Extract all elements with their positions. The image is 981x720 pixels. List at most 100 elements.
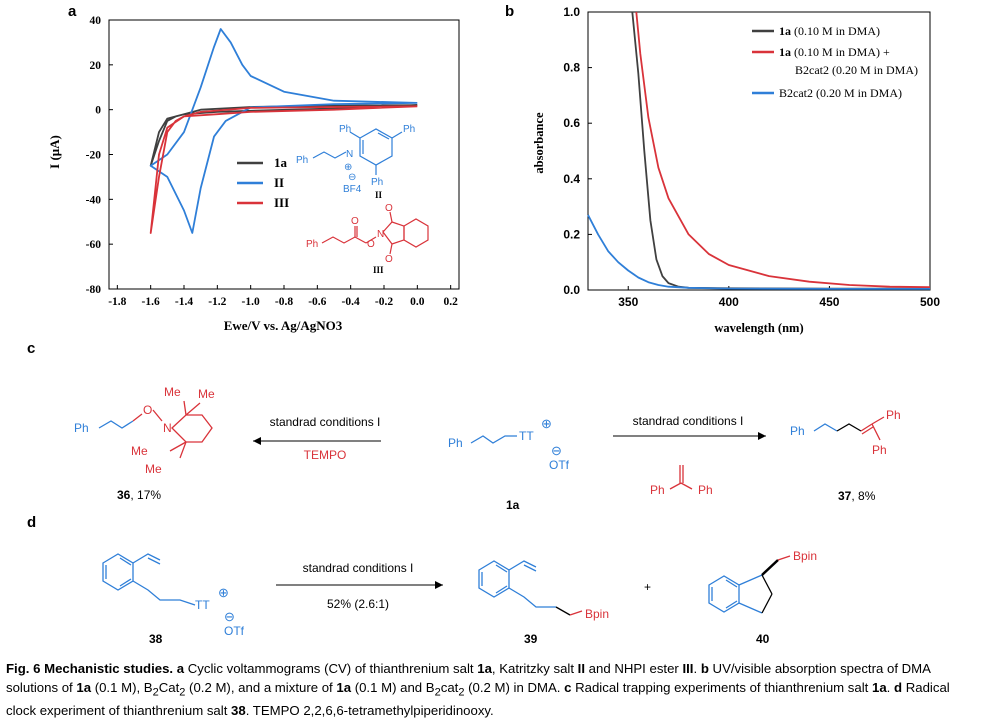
y-tick-label: -20 [86, 150, 102, 162]
right-arrow-head [758, 432, 766, 440]
struct-III-o-1: O [351, 216, 359, 227]
uv-legend-label-2-line2: B2cat2 (0.20 M in DMA) [795, 63, 918, 77]
y-tick-label: -40 [86, 194, 102, 206]
y-tick-label: 0.6 [563, 116, 580, 130]
p36-n: N [163, 421, 172, 435]
cv-legend-label-III: III [274, 195, 289, 210]
x-tick-label: -1.4 [175, 296, 193, 308]
series-line-2 [149, 105, 418, 234]
caption-subscript: 2 [434, 686, 441, 699]
p37-label: 37, 8% [838, 489, 876, 503]
x-tick-label: -1.2 [208, 296, 226, 308]
p39-bpin: Bpin [585, 607, 609, 621]
p36-me-3: Me [131, 444, 148, 458]
left-arrow-bottom-text: TEMPO [304, 448, 347, 462]
caption-text: (0.2 M) in DMA. [464, 679, 565, 695]
caption-fig-title: Fig. 6 Mechanistic studies. [6, 661, 174, 676]
struct-II-ph-4: Ph [371, 177, 383, 188]
caption-text: Cyclic voltammograms (CV) of thianthreni… [184, 661, 478, 676]
p40-bpin: Bpin [793, 549, 817, 563]
struct-II-ph-1: Ph [339, 124, 351, 135]
p37-ph-1: Ph [790, 424, 805, 438]
caption-text: (0.1 M) and B [351, 679, 435, 695]
p36-ph: Ph [74, 421, 89, 435]
panel-label-a: a [68, 3, 77, 20]
product-40: Bpin [708, 549, 817, 614]
caption-text: . TEMPO 2,2,6,6-tetramethylpiperidinooxy… [245, 702, 494, 718]
struct-III-o-2: O [367, 239, 375, 250]
caption-text: and NHPI ester [585, 661, 683, 676]
caption-text: Radical trapping experiments of thianthr… [571, 679, 872, 695]
sm38-label: 38 [149, 632, 163, 646]
caption-subscript: 2 [179, 686, 186, 699]
caption-subscript: 2 [152, 686, 159, 699]
x-tick-label: -0.2 [375, 296, 393, 308]
caption-compound: II [577, 661, 585, 676]
structure-nhpi-ester: Ph O O N O O III [306, 203, 429, 275]
struct-III-o-3: O [385, 203, 393, 214]
struct-II-label: II [375, 190, 383, 200]
caption-text: Radical clock experiment of thianthreniu… [6, 679, 950, 718]
p36-o: O [143, 403, 152, 417]
struct-II-bf4-minus: ⊖ [348, 172, 356, 183]
cv-legend-label-II: II [274, 175, 284, 190]
caption-text: cat [440, 679, 459, 695]
caption-label-c: c [564, 679, 572, 695]
panel-label-d: d [27, 514, 36, 531]
x-tick-label: 500 [920, 295, 940, 309]
p36-me-2: Me [198, 387, 215, 401]
series-line-2 [587, 214, 930, 290]
caption-compound: 1a [872, 679, 887, 695]
caption-text: . [693, 661, 701, 676]
caption-subscript: 2 [458, 686, 465, 699]
cv-x-axis-label-text: Ewe/V vs. Ag/AgNO3 [224, 318, 343, 333]
uv-vis-chart: 350 400 450 500 1.0 0.8 0.6 0.4 0.2 0.0 waveleng… [532, 5, 940, 335]
cv-chart: -1.8 -1.6 -1.4 -1.2 -1.0 -0.8 -0.6 -0.4 -0.2 0.0 0… [47, 15, 460, 333]
panel-c-scheme: Ph O N Me Me Me Me 36, 17% standrad cond… [74, 385, 901, 512]
uv-x-ticks: 350 400 450 500 [618, 286, 940, 309]
p40-label: 40 [756, 632, 770, 646]
x-tick-label: -1.6 [142, 296, 160, 308]
x-tick-label: -0.4 [342, 296, 360, 308]
sm-1a-label: 1a [506, 498, 520, 512]
x-tick-label: -1.8 [108, 296, 126, 308]
sm-minus: ⊖ [551, 443, 562, 458]
starting-material-1a: Ph TT ⊕ ⊖ OTf [448, 416, 570, 472]
sm38-plus: ⊕ [218, 585, 229, 600]
uv-legend: 1a (0.10 M in DMA) 1a (0.10 M in DMA) + … [752, 24, 918, 100]
caption-text: (0.1 M), B [91, 679, 153, 695]
sm-plus: ⊕ [541, 416, 552, 431]
caption-compound: 1a [477, 661, 492, 676]
struct-III-ph: Ph [306, 239, 318, 250]
sm38-otf: OTf [224, 624, 245, 638]
y-tick-label: 0.0 [563, 283, 580, 297]
uv-legend-label-2: 1a (0.10 M in DMA) + [779, 45, 890, 59]
caption-compound: 38 [231, 702, 246, 718]
structure-katritzky-salt: Ph Ph Ph Ph N ⊕ ⊖ BF4 II [296, 124, 415, 200]
sm38-minus: ⊖ [224, 609, 235, 624]
struct-II-ph-2: Ph [403, 124, 415, 135]
p36-me-1: Me [164, 385, 181, 399]
caption-text: , Katritzky salt [491, 661, 578, 676]
sm-ph: Ph [448, 436, 463, 450]
struct-III-o-4: O [385, 254, 393, 265]
pyridinium-ring [359, 128, 393, 166]
d-arrow-top-text: standrad conditions I [303, 561, 414, 575]
cv-x-axis-label: Ewe/V vs. Ag/AgNO3 [224, 318, 343, 333]
p36-me-4: Me [145, 462, 162, 476]
panel-label-c: c [27, 340, 35, 357]
reagent-ph-1: Ph [650, 483, 665, 497]
caption-label-a: a [176, 661, 185, 676]
d-arrow-head [435, 581, 443, 589]
p36-label: 36, 17% [117, 488, 161, 502]
series-line-1 [635, 11, 931, 289]
panel-d-scheme: TT ⊕ ⊖ OTf 38 standrad conditions I 52% … [102, 549, 817, 646]
x-tick-label: 0.0 [410, 296, 425, 308]
product-37: Ph Ph Ph [790, 408, 901, 457]
x-tick-label: 0.2 [443, 296, 458, 308]
cv-legend: 1a II III [237, 155, 289, 210]
caption-text: Cat [158, 679, 180, 695]
y-tick-label: 0.2 [563, 227, 580, 241]
struct-II-n-plus: ⊕ [344, 162, 352, 173]
d-arrow-bottom-text: 52% (2.6:1) [327, 597, 389, 611]
